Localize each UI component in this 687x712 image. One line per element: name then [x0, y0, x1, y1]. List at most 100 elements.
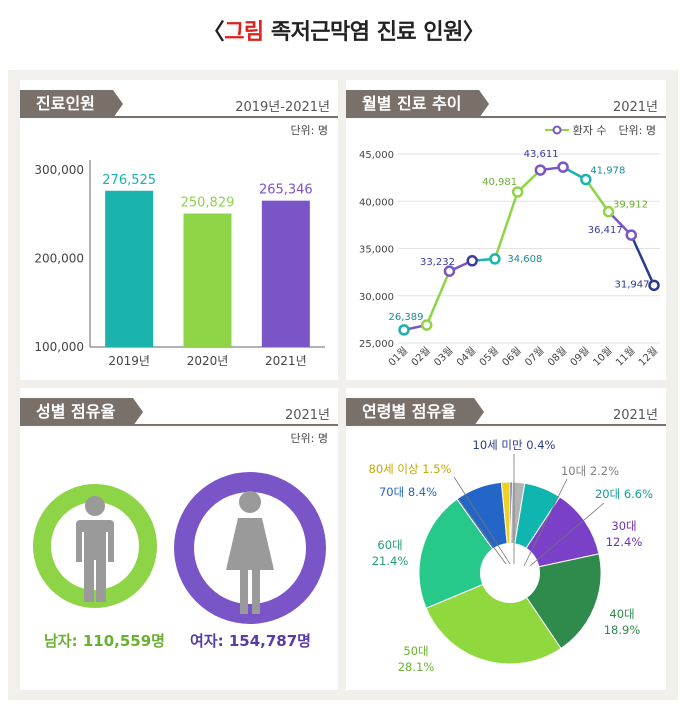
female-ring: [174, 472, 326, 624]
data-point: [420, 319, 433, 331]
slice-label: 20대 6.6%: [595, 487, 653, 501]
data-point: [511, 186, 524, 198]
line-segment: [493, 191, 519, 260]
gender-unit: 단위: 명: [290, 432, 328, 445]
x-tick-label: 07월: [522, 345, 546, 369]
slice-label: 50대: [403, 644, 428, 658]
slice-pct: 12.4%: [606, 535, 643, 549]
point-value-label: 39,912: [613, 200, 648, 211]
data-point: [443, 265, 456, 277]
female-count: 여자: 154,787명: [190, 632, 311, 650]
x-tick-label: 08월: [545, 345, 569, 369]
data-point: [466, 255, 478, 267]
age-panel-title: 연령별 점유율: [346, 398, 484, 426]
visits-period: 2019년-2021년: [235, 100, 330, 115]
visits-panel: 진료인원 2019년-2021년 단위: 명 100,000 200,000 300…: [20, 80, 338, 380]
point-value-label: 26,389: [389, 312, 424, 323]
line-segment: [584, 178, 610, 213]
slice-label: 80세 이상 1.5%: [369, 462, 452, 476]
monthly-unit: 단위: 명: [618, 124, 656, 137]
slice-label: 40대: [609, 607, 634, 621]
slice-pct: 18.9%: [604, 623, 641, 637]
x-tick-label: 2019년: [108, 354, 150, 368]
bar: [105, 190, 154, 347]
y-tick-label: 300,000: [34, 163, 84, 177]
gender-panel-title: 성별 점유율: [20, 398, 144, 426]
slice-label: 10세 미만 0.4%: [473, 438, 556, 452]
data-point: [489, 253, 501, 265]
pie-slice: [425, 572, 562, 665]
monthly-period: 2021년: [612, 100, 658, 115]
visits-panel-title: 진료인원: [20, 90, 123, 118]
x-tick-label: 2020년: [187, 354, 229, 368]
point-value-label: 31,947: [615, 279, 650, 290]
y-tick-label: 45,000: [359, 150, 394, 161]
x-tick-label: 11월: [613, 345, 637, 369]
gender-panel: 성별 점유율 2021년 단위: 명 남자: 110,559명 여자: 154,…: [20, 388, 338, 690]
slice-label: 30대: [611, 519, 636, 533]
point-value-label: 43,611: [524, 149, 559, 160]
male-ring: [33, 484, 157, 608]
age-pie-chart: 10세 미만 0.4% 10대 2.2% 20대 6.6% 30대 12.4% 40대 18…: [369, 438, 654, 674]
monthly-line-chart: 25,000 30,000 35,000 40,000 45,000 26,389 33,2…: [359, 149, 660, 369]
age-panel: 연령별 점유율 2021년 10세 미만 0.4% 10대 2.2% 20대 6.6…: [346, 388, 666, 690]
x-tick-label: 02월: [409, 345, 433, 369]
divider: [20, 424, 338, 426]
bar-value-label: 265,346: [259, 183, 313, 198]
visits-unit: 단위: 명: [290, 124, 328, 137]
point-value-label: 36,417: [588, 225, 623, 236]
leader-line: [529, 502, 605, 567]
x-tick-label: 04월: [454, 345, 478, 369]
legend-line-icon: [544, 125, 569, 135]
point-value-label: 34,608: [507, 254, 542, 265]
bar-value-label: 250,829: [181, 196, 235, 211]
pie-center-hole: [480, 543, 540, 603]
point-value-label: 33,232: [420, 257, 455, 268]
page-title: 〈그림 족저근막염 진료 인원〉: [202, 20, 485, 45]
x-tick-label: 05월: [477, 345, 501, 369]
y-tick-label: 40,000: [359, 197, 394, 208]
monthly-panel-title: 월별 진료 추이: [346, 90, 490, 118]
data-point: [398, 324, 410, 336]
male-count: 남자: 110,559명: [44, 632, 165, 650]
slice-pct: 28.1%: [398, 660, 435, 674]
gender-chart: [33, 472, 326, 624]
point-value-label: 41,978: [590, 166, 625, 177]
data-point: [534, 164, 547, 176]
legend-label: 환자 수: [572, 124, 607, 137]
y-tick-label: 35,000: [359, 245, 394, 256]
female-icon: [226, 491, 274, 614]
leader-line: [453, 476, 511, 565]
leader-line: [523, 478, 568, 567]
leader-line: [458, 499, 507, 565]
gender-period: 2021년: [284, 408, 330, 423]
data-point: [580, 173, 592, 186]
x-tick-label: 03월: [432, 345, 456, 369]
slice-label: 10대 2.2%: [561, 464, 619, 478]
y-tick-label: 100,000: [34, 340, 84, 354]
y-tick-label: 25,000: [359, 339, 394, 350]
visits-bar-chart: 100,000 200,000 300,000 276,525 2019년 250,829…: [34, 160, 325, 368]
age-period: 2021년: [612, 408, 658, 423]
data-point: [557, 161, 569, 173]
bar: [261, 200, 310, 347]
divider: [20, 116, 338, 118]
data-point: [648, 279, 660, 292]
bar-value-label: 276,525: [102, 173, 156, 188]
monthly-panel: 월별 진료 추이 2021년 환자 수 단위: 명 25,000 30,000 35…: [346, 80, 666, 380]
divider: [346, 116, 666, 118]
data-point: [602, 205, 615, 218]
divider: [346, 424, 666, 426]
point-value-label: 40,981: [482, 177, 517, 188]
y-tick-label: 30,000: [359, 292, 394, 303]
bar: [183, 213, 232, 347]
x-tick-label: 10월: [591, 345, 615, 369]
x-tick-label: 12월: [636, 345, 660, 369]
slice-label: 60대: [377, 538, 402, 552]
line-segment: [630, 234, 656, 286]
slice-label: 70대 8.4%: [379, 485, 437, 499]
line-segment: [425, 270, 451, 326]
infographic-board: 진료인원 2019년-2021년 단위: 명 100,000 200,000 300…: [8, 70, 678, 700]
x-tick-label: 09월: [568, 345, 592, 369]
male-icon: [76, 496, 114, 602]
